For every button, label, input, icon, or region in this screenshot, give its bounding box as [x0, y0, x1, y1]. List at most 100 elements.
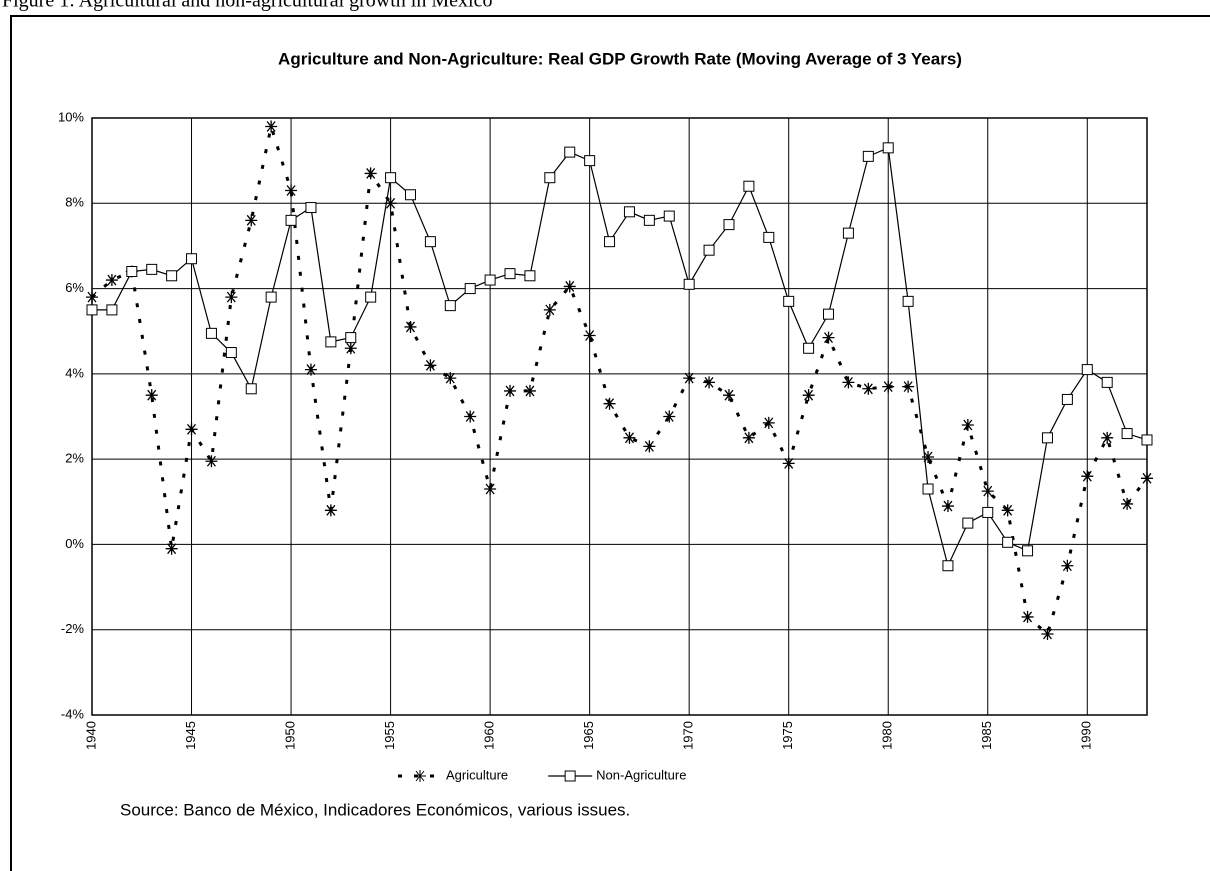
point — [464, 410, 477, 423]
point — [364, 167, 377, 180]
point — [643, 440, 656, 453]
point — [763, 231, 775, 243]
point — [504, 268, 516, 280]
point — [404, 189, 416, 201]
point — [1141, 434, 1153, 446]
x-tick-label: 1990 — [1079, 721, 1094, 750]
point — [1022, 545, 1034, 557]
point — [205, 327, 217, 339]
point — [484, 274, 496, 286]
point — [165, 542, 178, 555]
point — [563, 280, 576, 293]
point — [783, 295, 795, 307]
point — [205, 455, 218, 468]
figure-border — [10, 15, 1210, 871]
point — [384, 197, 397, 210]
figure-caption: Figure 1: Agricultural and non-agricultu… — [2, 0, 492, 12]
point — [225, 347, 237, 359]
y-tick-label: 8% — [65, 195, 84, 210]
point — [663, 210, 675, 222]
x-tick-label: 1960 — [482, 721, 497, 750]
point — [504, 384, 517, 397]
point — [544, 172, 556, 184]
point — [922, 451, 935, 464]
point — [882, 380, 895, 393]
point — [1061, 393, 1073, 405]
point — [245, 214, 258, 227]
point — [523, 384, 536, 397]
point — [902, 380, 915, 393]
point — [1002, 536, 1014, 548]
point — [424, 359, 437, 372]
y-tick-label: 2% — [65, 451, 84, 466]
x-tick-label: 1955 — [382, 721, 397, 750]
point — [782, 457, 795, 470]
series-line — [91, 120, 1149, 637]
x-tick-label: 1980 — [880, 721, 895, 750]
legend-label: Agriculture — [446, 767, 508, 782]
point — [1041, 627, 1054, 640]
legend-marker — [564, 770, 576, 782]
point — [743, 180, 755, 192]
y-tick-label: -2% — [61, 621, 85, 636]
point — [962, 517, 974, 529]
point — [803, 342, 815, 354]
point — [1121, 428, 1133, 440]
point — [981, 485, 994, 498]
legend-marker — [414, 770, 426, 782]
y-tick-label: 10% — [58, 109, 84, 124]
point — [86, 291, 98, 304]
point — [385, 172, 397, 184]
point — [444, 300, 456, 312]
point — [564, 146, 576, 158]
point — [145, 389, 158, 402]
point — [703, 244, 715, 256]
point — [1101, 376, 1113, 388]
legend-label: Non-Agriculture — [596, 767, 686, 782]
point — [86, 304, 98, 316]
y-tick-label: 4% — [65, 365, 84, 380]
point — [464, 283, 476, 295]
x-tick-label: 1945 — [183, 721, 198, 750]
point — [941, 500, 954, 513]
point — [285, 214, 297, 226]
point — [663, 410, 676, 423]
point — [1081, 470, 1094, 483]
point — [961, 419, 974, 432]
point — [304, 363, 317, 376]
point — [623, 206, 635, 218]
point — [822, 331, 835, 344]
point — [365, 291, 377, 303]
point — [862, 382, 875, 395]
point — [484, 482, 497, 495]
point — [1021, 610, 1034, 623]
point — [325, 336, 337, 348]
point — [126, 266, 138, 278]
point — [742, 431, 755, 444]
y-tick-label: 6% — [65, 280, 84, 295]
point — [802, 389, 815, 402]
series-line — [92, 146, 1148, 568]
point — [823, 308, 835, 320]
point — [583, 329, 596, 342]
x-tick-label: 1970 — [681, 721, 696, 750]
point — [285, 184, 298, 197]
point — [225, 291, 238, 304]
point — [1081, 364, 1093, 376]
point — [584, 155, 596, 167]
point — [324, 504, 337, 517]
point — [882, 142, 894, 154]
y-tick-label: 0% — [65, 536, 84, 551]
point — [603, 397, 616, 410]
y-tick-label: -4% — [61, 706, 85, 721]
point — [186, 253, 198, 265]
point — [722, 389, 735, 402]
point — [922, 483, 934, 495]
point — [762, 416, 775, 429]
chart-title: Agriculture and Non-Agriculture: Real GD… — [278, 49, 962, 68]
point — [166, 270, 178, 282]
point — [942, 560, 954, 572]
point — [146, 263, 158, 275]
point — [305, 202, 317, 214]
